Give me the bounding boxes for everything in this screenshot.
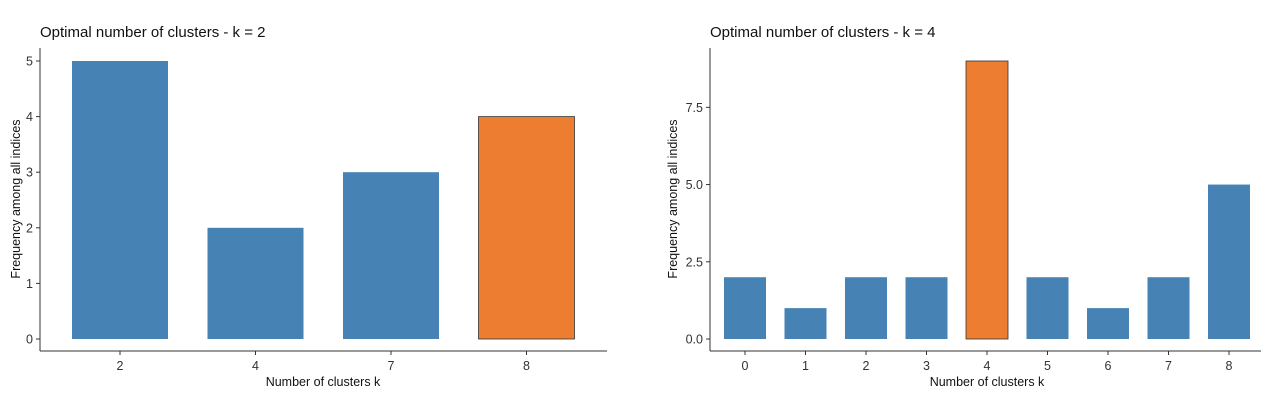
bar: [784, 308, 827, 339]
x-tick-label: 2: [863, 359, 870, 373]
y-tick-label: 3: [26, 166, 33, 180]
chart-title: Optimal number of clusters - k = 2: [40, 24, 266, 41]
bar-chart-left: Optimal number of clusters - k = 2 0 1 2 3 4…: [9, 24, 607, 389]
y-axis-title: Frequency among all indices: [9, 119, 23, 278]
y-tick-label: 2.5: [686, 255, 703, 269]
x-tick-label: 7: [1165, 359, 1172, 373]
bar: [72, 61, 168, 339]
x-tick-label: 4: [252, 359, 259, 373]
x-tick-label: 6: [1105, 359, 1112, 373]
chart-panel-left: Optimal number of clusters - k = 2 0 1 2 3 4…: [0, 0, 635, 407]
y-tick-label: 7.5: [686, 101, 703, 115]
x-tick-label: 7: [388, 359, 395, 373]
x-tick-label: 4: [984, 359, 991, 373]
plot-area: 0 1 2 3 4 5 2 4 7 8: [26, 48, 607, 373]
x-tick-label: 0: [742, 359, 749, 373]
x-tick-label: 1: [802, 359, 809, 373]
y-tick-label: 4: [26, 110, 33, 124]
bar-highlighted: [965, 60, 1009, 340]
x-tick-label: 5: [1044, 359, 1051, 373]
bar: [1147, 277, 1190, 339]
bar: [343, 172, 439, 339]
y-axis-title: Frequency among all indices: [666, 119, 680, 278]
y-tick-label: 5.0: [686, 178, 703, 192]
bar: [1087, 308, 1129, 339]
chart-panel-right: Optimal number of clusters - k = 4 0.0 2.…: [635, 0, 1271, 407]
x-tick-label: 8: [523, 359, 530, 373]
bar: [1026, 277, 1069, 339]
x-axis-title: Number of clusters k: [930, 375, 1045, 389]
x-tick-label: 3: [923, 359, 930, 373]
bar: [207, 227, 304, 339]
y-tick-label: 0.0: [686, 333, 703, 347]
y-tick-label: 2: [26, 221, 33, 235]
y-tick-label: 5: [26, 55, 33, 69]
bar: [1208, 184, 1250, 339]
x-axis-title: Number of clusters k: [266, 375, 381, 389]
bar: [905, 277, 948, 339]
bar-chart-right: Optimal number of clusters - k = 4 0.0 2.…: [666, 24, 1261, 389]
x-tick-label: 8: [1226, 359, 1233, 373]
bar-highlighted: [478, 116, 575, 340]
y-tick-label: 0: [26, 333, 33, 347]
bar: [724, 277, 766, 339]
plot-area: 0.0 2.5 5.0 7.5 0 1 2 3 4 5 6 7 8: [686, 48, 1261, 373]
y-tick-label: 1: [26, 277, 33, 291]
bar: [845, 277, 887, 339]
x-tick-label: 2: [117, 359, 124, 373]
chart-title: Optimal number of clusters - k = 4: [710, 24, 936, 41]
